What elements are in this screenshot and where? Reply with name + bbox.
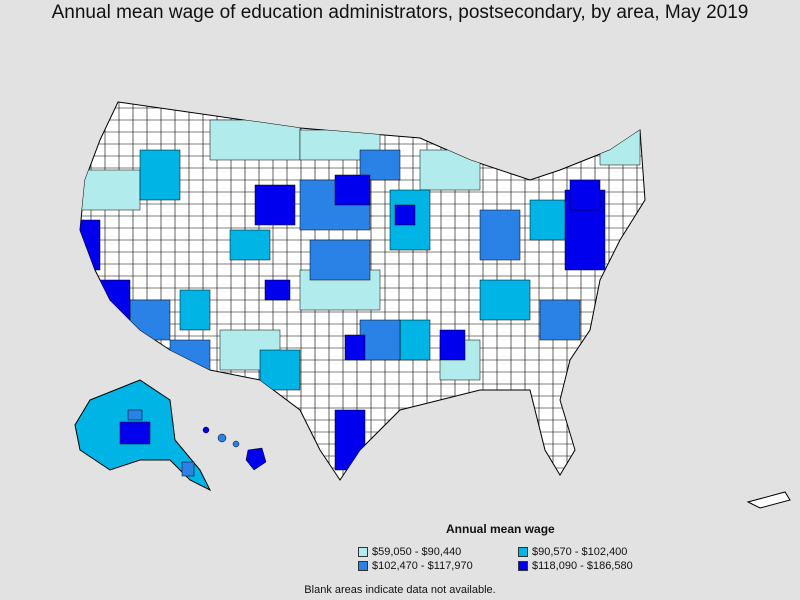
legend-label-3: $102,470 - $117,970 (372, 560, 473, 572)
legend-item-2: $90,570 - $102,400 (518, 546, 627, 558)
legend-swatch-1 (358, 547, 368, 557)
choropleth-map (0, 30, 800, 530)
legend-item-1: $59,050 - $90,440 (358, 546, 461, 558)
legend-label-2: $90,570 - $102,400 (532, 546, 628, 558)
legend-label-1: $59,050 - $90,440 (372, 546, 462, 558)
legend-swatch-3 (358, 561, 368, 571)
puerto-rico (746, 491, 791, 509)
legend-item-3: $102,470 - $117,970 (358, 560, 473, 572)
legend-label-4: $118,090 - $186,580 (532, 560, 633, 572)
map-svg (74, 101, 791, 509)
map-title: Annual mean wage of education administra… (51, 2, 749, 23)
legend-title: Annual mean wage (446, 522, 555, 536)
legend-swatch-4 (518, 561, 528, 571)
hawaii (202, 426, 267, 471)
legend-item-4: $118,090 - $186,580 (518, 560, 633, 572)
alaska (74, 379, 212, 492)
legend-swatch-2 (518, 547, 528, 557)
footnote: Blank areas indicate data not available. (304, 584, 496, 596)
